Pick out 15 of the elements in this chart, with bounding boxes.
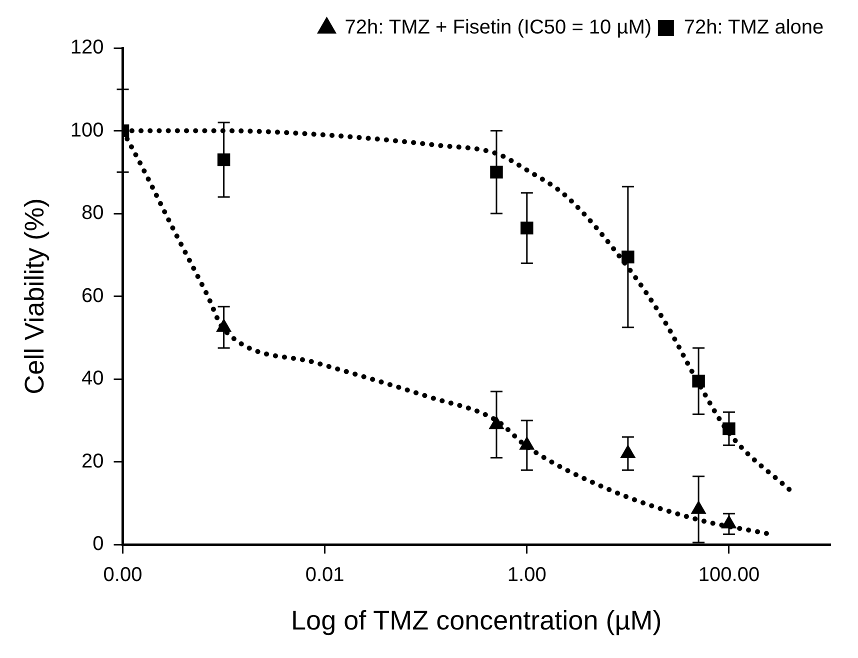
x-axis-title: Log of TMZ concentration (µM) (291, 605, 662, 636)
x-tick-label: 100.00 (698, 564, 760, 586)
legend-label: 72h: TMZ + Fisetin (IC50 = 10 µM) (344, 16, 652, 39)
legend-label: 72h: TMZ alone (684, 16, 824, 39)
y-tick-label: 0 (92, 533, 104, 556)
y-tick-label: 60 (82, 284, 104, 307)
y-tick-label: 40 (82, 368, 104, 390)
y-axis-title: Cell Viability (%) (20, 198, 50, 394)
y-tick-label: 80 (82, 202, 104, 224)
x-tick-label: 1.00 (507, 564, 546, 586)
x-tick-label: 0.01 (305, 564, 344, 586)
y-tick-label: 20 (82, 450, 104, 472)
y-tick-label: 120 (70, 36, 104, 59)
y-tick-label: 100 (70, 119, 104, 142)
x-tick-label: 0.00 (103, 564, 142, 586)
